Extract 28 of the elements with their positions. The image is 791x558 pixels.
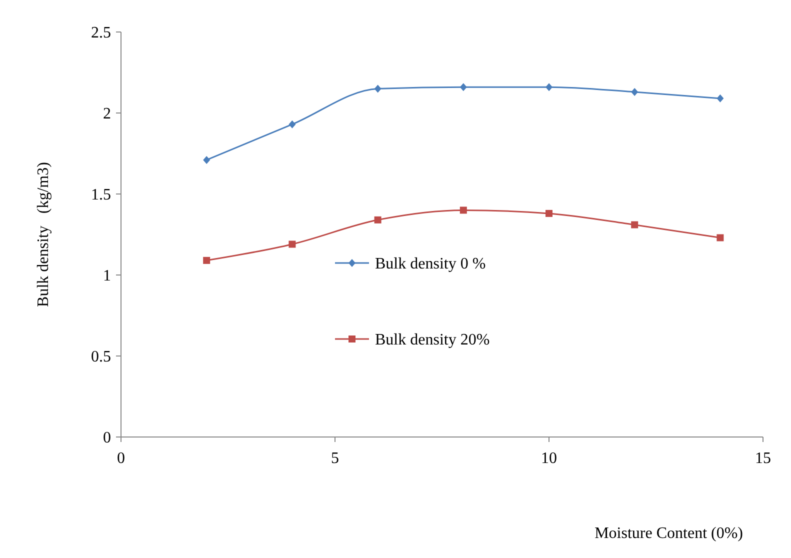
y-tick-label: 2 bbox=[103, 106, 111, 123]
legend-label: Bulk density 20% bbox=[375, 332, 490, 349]
x-tick-label: 0 bbox=[117, 450, 125, 467]
point bbox=[716, 234, 724, 242]
y-tick-label: 0 bbox=[103, 430, 111, 447]
y-axis-title: Bulk density (kg/m3) bbox=[35, 162, 52, 307]
point bbox=[374, 84, 382, 93]
x-tick-label: 5 bbox=[331, 450, 339, 467]
point bbox=[546, 83, 552, 92]
legend-label: Bulk density 0 % bbox=[375, 256, 486, 273]
point bbox=[203, 156, 210, 164]
y-tick-label: 1 bbox=[103, 268, 111, 285]
point bbox=[631, 221, 638, 228]
point bbox=[546, 210, 552, 217]
point bbox=[460, 83, 467, 92]
point bbox=[631, 88, 638, 96]
point bbox=[203, 256, 210, 264]
y-tick-label: 0.5 bbox=[91, 348, 111, 366]
x-tick-label: 10 bbox=[541, 450, 557, 467]
y-tick-label: 1.5 bbox=[91, 186, 111, 204]
point bbox=[716, 94, 724, 102]
x-tick-label: 15 bbox=[755, 450, 771, 467]
point bbox=[288, 120, 296, 128]
y-tick-label: 2.5 bbox=[91, 24, 111, 42]
x-axis-title: Moisture Content (0%) bbox=[594, 525, 743, 542]
point bbox=[288, 240, 296, 248]
point bbox=[374, 216, 382, 224]
point bbox=[460, 206, 467, 214]
